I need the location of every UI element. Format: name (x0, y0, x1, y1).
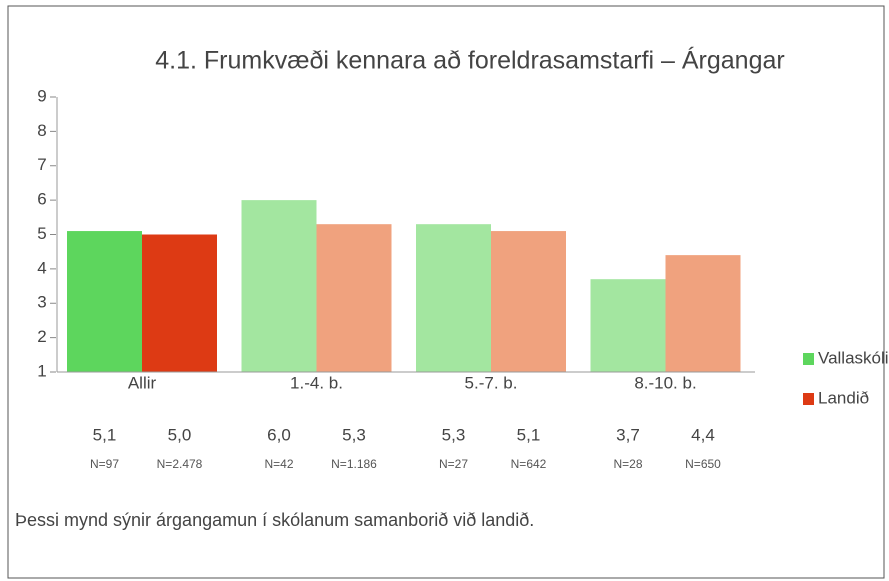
value-label: 5,3 (442, 425, 466, 444)
value-label: 6,0 (267, 425, 291, 444)
value-label: 5,1 (93, 425, 117, 444)
n-label: N=650 (685, 457, 721, 471)
y-tick-label: 7 (37, 155, 46, 174)
y-tick-label: 5 (37, 224, 46, 243)
n-label: N=2.478 (157, 457, 203, 471)
y-tick-label: 2 (37, 327, 46, 346)
legend-label: Vallaskóli (818, 348, 889, 367)
value-label: 5,1 (517, 425, 541, 444)
value-label: 5,3 (342, 425, 366, 444)
bar (665, 255, 741, 372)
bar (241, 200, 317, 372)
y-tick-label: 6 (37, 190, 46, 209)
frame (7, 5, 885, 579)
bar (316, 224, 392, 372)
bar (590, 279, 666, 372)
y-tick-label: 9 (37, 86, 46, 105)
value-label: 5,0 (168, 425, 192, 444)
bar (142, 234, 217, 372)
legend-label: Landið (818, 388, 869, 407)
n-label: N=1.186 (331, 457, 377, 471)
y-tick-label: 3 (37, 293, 46, 312)
x-tick-label: 8.-10. b. (634, 373, 696, 392)
n-label: N=97 (90, 457, 119, 471)
x-tick-label: Allir (128, 373, 157, 392)
bar (67, 231, 142, 372)
chart-title: 4.1. Frumkvæði kennara að foreldrasamsta… (155, 46, 784, 75)
legend-swatch (803, 353, 814, 365)
n-label: N=28 (613, 457, 642, 471)
x-tick-label: 1.-4. b. (290, 373, 343, 392)
n-label: N=27 (439, 457, 468, 471)
value-label: 3,7 (616, 425, 640, 444)
legend-swatch (803, 393, 814, 405)
bar (416, 224, 491, 372)
footnote: Þessi mynd sýnir árgangamun í skólanum s… (15, 510, 534, 530)
bar (491, 231, 566, 372)
y-tick-label: 8 (37, 121, 46, 140)
n-label: N=42 (264, 457, 293, 471)
y-tick-label: 4 (37, 258, 46, 277)
y-tick-label: 1 (37, 361, 46, 380)
n-label: N=642 (511, 457, 547, 471)
value-label: 4,4 (691, 425, 715, 444)
x-tick-label: 5.-7. b. (465, 373, 518, 392)
